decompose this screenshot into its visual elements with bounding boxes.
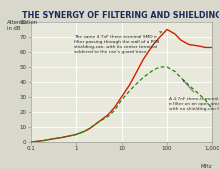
Text: The same 4.7nF three-terminal SMD π
filter passing through the wall of a PCB
shi: The same 4.7nF three-terminal SMD π filt…: [74, 32, 162, 54]
Text: MHz: MHz: [201, 164, 212, 168]
Text: A 4.7nF three-terminal SMD
π filter on an open area of a PCB
with no shielding-c: A 4.7nF three-terminal SMD π filter on a…: [169, 80, 219, 111]
Text: Attenuation
in dB: Attenuation in dB: [7, 20, 38, 31]
Title: THE SYNERGY OF FILTERING AND SHIELDING: THE SYNERGY OF FILTERING AND SHIELDING: [22, 11, 219, 20]
